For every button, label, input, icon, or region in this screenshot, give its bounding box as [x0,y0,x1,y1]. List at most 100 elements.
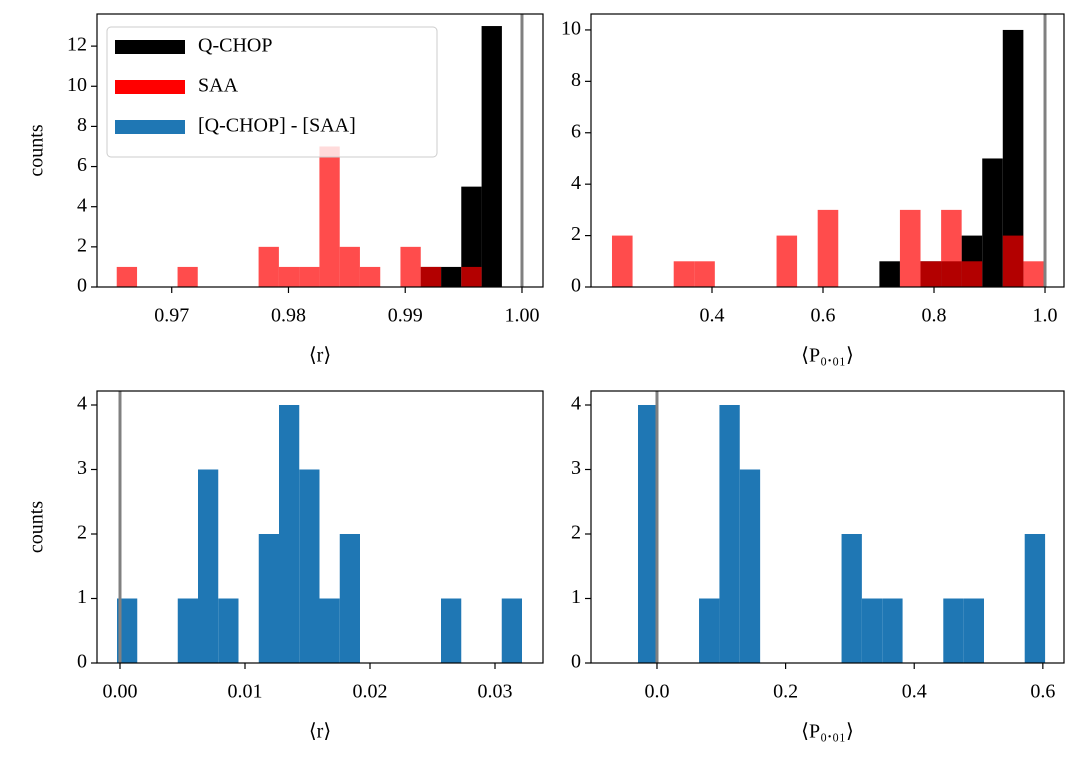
y-tick-label: 6 [77,154,87,176]
bar [359,266,381,287]
x-tick-label: 0.4 [902,681,927,703]
axes-frame [96,390,544,664]
bar [920,261,942,287]
y-tick-label: 2 [77,522,87,544]
bar [1002,235,1024,287]
y-tick-label: 0 [77,651,87,673]
bar [299,469,320,663]
y-tick-label: 8 [77,114,87,136]
x-tick-label: 0.6 [811,305,836,327]
y-tick-label: 10 [67,74,87,96]
bar [638,404,659,663]
panel: 0.00 0.01 0.02 0.03 0 1 2 3 4 ⟨r⟩ counts [26,390,544,743]
x-tick-label: 0.0 [644,681,669,703]
bar [258,246,279,287]
legend-label: Q-CHOP [198,35,272,57]
y-tick-label: 3 [571,457,581,479]
y-tick-label: 0 [571,651,581,673]
legend-swatch [115,120,185,134]
y-tick-label: 4 [571,393,581,415]
bar [673,261,695,287]
y-tick-label: 2 [77,234,87,256]
bar [943,598,964,663]
x-tick-label: 0.00 [103,681,138,703]
y-tick-label: 4 [571,172,581,194]
y-tick-label: 2 [571,522,581,544]
legend-label: SAA [198,75,239,97]
bar [319,146,340,287]
y-tick-label: 2 [571,223,581,245]
x-tick-label: 0.8 [922,305,947,327]
x-tick-label: 0.2 [773,681,798,703]
y-tick-label: 0 [571,275,581,297]
bar [739,469,761,663]
axes-frame [590,390,1065,664]
x-tick-label: 0.01 [228,681,263,703]
x-axis-label: ⟨r⟩ [309,345,331,367]
y-tick-label: 4 [77,194,87,216]
legend-swatch [115,40,185,54]
x-tick-label: 0.6 [1030,681,1055,703]
bar [481,26,502,287]
bar [963,598,984,663]
bar [817,209,839,287]
bar [776,235,798,287]
bar [177,598,198,663]
bar [1023,261,1044,287]
bar [882,598,903,663]
legend-swatch [115,80,185,94]
bar [879,261,900,287]
x-tick-label: 0.99 [388,305,423,327]
bar [941,209,962,287]
y-tick-label: 0 [77,275,87,297]
y-tick-label: 4 [77,393,87,415]
x-axis-label: ⟨r⟩ [309,721,331,743]
x-axis-label: ⟨P₀.₀₁⟩ [801,345,854,367]
y-tick-label: 10 [561,18,581,40]
y-tick-label: 3 [77,457,87,479]
bar [116,266,138,287]
panel: 0.97 0.98 0.99 1.00 0 2 4 6 8 10 12 ⟨r⟩ counts Q-CHOP… [26,13,544,367]
legend-box [106,26,438,158]
bar [279,404,300,663]
y-tick-label: 12 [67,34,87,56]
bar [982,158,1003,287]
bar [699,598,720,663]
legend: Q-CHOP SAA [Q-CHOP] - [SAA] [106,26,438,158]
panel: 0.4 0.6 0.8 1.0 0 2 4 6 8 10 ⟨P₀.₀₁⟩ [561,13,1065,367]
bar [461,186,482,287]
x-tick-label: 0.02 [353,681,388,703]
y-tick-label: 8 [571,69,581,91]
y-tick-label: 6 [571,120,581,142]
x-tick-label: 0.4 [699,305,724,327]
x-axis-label: ⟨P₀.₀₁⟩ [801,721,854,743]
y-tick-label: 1 [571,586,581,608]
bar [339,533,360,663]
bar [400,246,421,287]
x-tick-label: 0.98 [271,305,306,327]
x-tick-label: 1.0 [1033,305,1058,327]
panel: 0.0 0.2 0.4 0.6 0 1 2 3 4 ⟨P₀.₀₁⟩ [571,390,1065,743]
bar [218,598,239,663]
bar [177,266,198,287]
y-tick-label: 1 [77,586,87,608]
bar [278,266,300,287]
bar [694,261,715,287]
y-axis-label: counts [26,501,48,553]
y-axis-label: counts [26,124,48,176]
bar [441,266,462,287]
bar [1002,29,1024,287]
bar [441,598,462,663]
bar [841,533,862,663]
bar [1024,533,1046,663]
x-tick-label: 1.00 [504,305,539,327]
bar [198,469,219,663]
axes-frame [590,13,1065,288]
bar [611,235,633,287]
x-tick-label: 0.97 [154,305,189,327]
bar [719,404,740,663]
bar [501,598,522,663]
bar [339,246,360,287]
bar [861,598,883,663]
